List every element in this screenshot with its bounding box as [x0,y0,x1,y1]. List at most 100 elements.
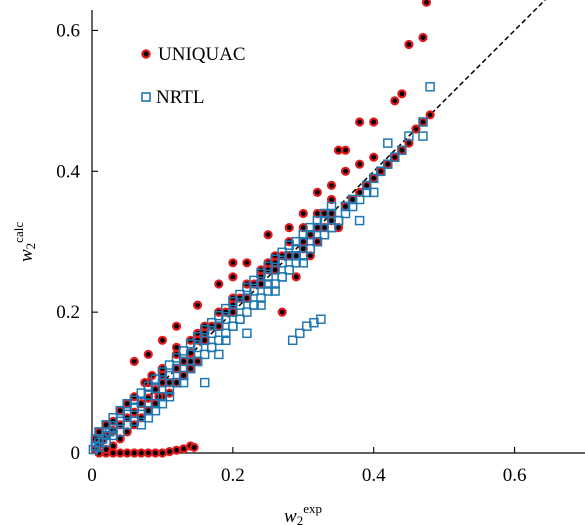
legend-marker-uniquac [141,49,151,59]
nrtl-point [383,138,393,148]
nrtl-point [228,296,238,307]
nrtl-point [326,201,337,212]
uniquac-point [326,180,337,190]
nrtl-point [150,374,161,384]
uniquac-point [129,356,139,366]
y-tick-label: 0.6 [56,20,80,41]
nrtl-point [94,427,104,437]
nrtl-point [298,236,309,247]
uniquac-point [298,208,308,219]
nrtl-point [115,405,125,416]
nrtl-point [256,293,266,303]
nrtl-point [214,335,224,346]
nrtl-point [115,427,125,437]
nrtl-point [319,215,330,226]
uniquac-point [411,124,421,134]
nrtl-point [312,222,323,233]
uniquac-point [369,117,379,127]
nrtl-point [171,353,182,363]
nrtl-point [312,215,323,226]
x-axis-title-sup: exp [303,501,322,516]
legend-label-uniquac: UNIQUAC [158,44,246,65]
nrtl-point [425,82,435,92]
nrtl-point [305,222,316,233]
uniquac-point [418,32,428,43]
uniquac-point [242,258,252,268]
nrtl-point [150,383,161,393]
legend-item-nrtl: NRTL [141,87,204,108]
uniquac-point [143,448,153,458]
nrtl-point [256,268,266,279]
uniquac-points [90,0,435,458]
nrtl-point [206,317,217,328]
x-tick-label: 0.4 [362,465,386,486]
nrtl-point [101,437,111,448]
nrtl-point [136,388,147,398]
uniquac-point [164,447,175,457]
uniquac-point [397,89,407,99]
nrtl-point [136,420,147,430]
nrtl-point [157,391,168,402]
uniquac-point [143,349,153,359]
nrtl-point [418,117,428,127]
nrtl-point [249,275,259,286]
svg-text:w2exp: w2exp [284,501,322,525]
nrtl-point [199,377,210,388]
nrtl-point [178,346,189,356]
nrtl-point [199,325,210,335]
uniquac-point [228,272,238,282]
y-axis-title-sup: calc [11,222,26,243]
nrtl-point [178,370,189,381]
nrtl-point [242,282,252,293]
x-tick-label: 0.6 [503,465,527,486]
nrtl-point [235,314,245,324]
nrtl-point [185,339,196,349]
nrtl-point [326,208,337,219]
nrtl-point [347,194,358,205]
uniquac-point [171,321,182,331]
nrtl-point [270,286,280,296]
nrtl-point [354,215,365,226]
nrtl-point [178,377,189,388]
nrtl-point [206,342,217,353]
y-tick-label: 0.2 [56,302,80,323]
nrtl-point [242,307,252,317]
nrtl-point [164,384,175,395]
legend-label-nrtl: NRTL [156,87,204,108]
uniquac-point [228,258,238,268]
nrtl-point [361,180,372,191]
y-tick-label: 0 [71,443,81,464]
nrtl-point [291,236,301,247]
nrtl-point [319,208,330,219]
nrtl-point [143,381,154,391]
uniquac-point [171,445,182,455]
uniquac-point [214,279,224,289]
uniquac-point [355,117,365,127]
nrtl-point [340,201,351,212]
legend-item-uniquac: UNIQUAC [141,44,246,65]
nrtl-point [143,390,154,400]
nrtl-point [256,300,266,310]
nrtl-point [263,261,273,272]
nrtl-points [88,82,435,455]
nrtl-point [312,236,323,247]
uniquac-point [390,96,400,106]
uniquac-point [369,152,379,162]
nrtl-point [305,229,316,240]
legend-marker-nrtl [141,92,151,102]
svg-text:w2calc: w2calc [11,222,38,262]
nrtl-point [368,173,379,184]
nrtl-point [404,131,414,141]
nrtl-point [361,187,372,198]
nrtl-point [263,279,273,289]
nrtl-point [94,442,104,453]
uniquac-point [418,117,428,127]
nrtl-point [164,391,175,402]
uniquac-point [340,166,351,176]
uniquac-point [284,223,294,233]
nrtl-point [376,166,386,177]
x-axis-title-main: w [284,506,297,525]
nrtl-point [214,349,224,360]
nrtl-point [242,328,252,339]
